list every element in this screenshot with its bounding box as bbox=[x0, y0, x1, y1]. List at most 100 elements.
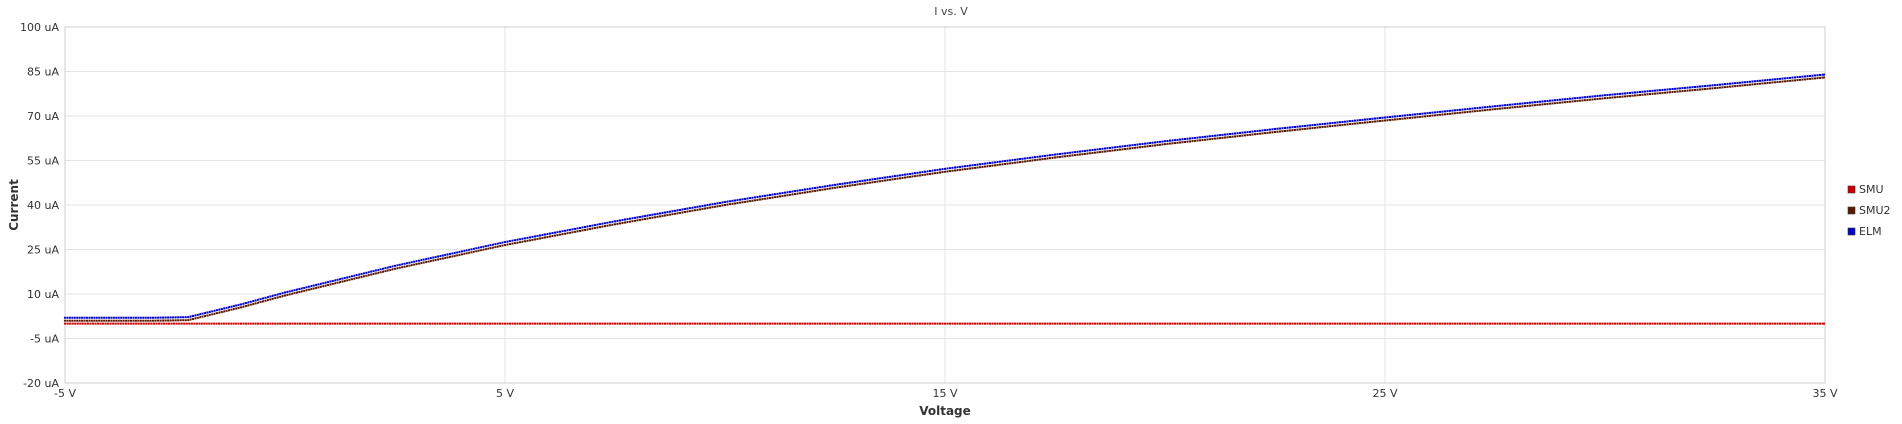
data-point bbox=[1738, 81, 1742, 85]
data-point bbox=[1138, 145, 1142, 149]
data-point bbox=[127, 319, 130, 323]
data-point bbox=[1703, 87, 1707, 91]
data-point bbox=[1173, 322, 1177, 326]
data-point bbox=[1338, 123, 1342, 127]
data-point bbox=[868, 178, 872, 182]
y-tick-label: -20 uA bbox=[23, 377, 59, 390]
data-point bbox=[1793, 78, 1797, 82]
data-point bbox=[234, 307, 238, 310]
data-point bbox=[1818, 322, 1822, 326]
data-point bbox=[378, 322, 382, 326]
data-point bbox=[1253, 129, 1257, 133]
data-point bbox=[633, 322, 637, 326]
data-point bbox=[583, 228, 587, 232]
data-point bbox=[99, 322, 102, 326]
data-point bbox=[1708, 322, 1712, 326]
data-point bbox=[1403, 322, 1407, 326]
data-point bbox=[1503, 103, 1507, 107]
y-tick-label: 55 uA bbox=[27, 155, 59, 168]
data-point bbox=[336, 278, 340, 282]
data-point bbox=[1118, 322, 1122, 326]
data-point bbox=[1688, 86, 1692, 89]
data-point bbox=[88, 316, 91, 320]
data-point bbox=[107, 319, 111, 323]
data-point bbox=[288, 322, 292, 326]
data-point bbox=[1503, 322, 1507, 326]
data-point bbox=[723, 322, 727, 326]
data-point bbox=[1568, 100, 1572, 104]
data-point bbox=[1238, 134, 1242, 138]
data-point bbox=[1078, 153, 1082, 156]
data-point bbox=[1393, 322, 1397, 326]
data-point bbox=[873, 322, 877, 326]
data-point bbox=[460, 252, 464, 256]
data-point bbox=[1168, 322, 1172, 326]
data-point bbox=[1323, 125, 1327, 129]
data-point bbox=[1168, 139, 1172, 143]
data-point bbox=[1703, 84, 1707, 88]
data-point bbox=[958, 168, 962, 172]
data-point bbox=[1778, 77, 1782, 81]
data-point bbox=[1268, 128, 1272, 132]
data-point bbox=[141, 316, 145, 320]
data-point bbox=[1413, 322, 1417, 326]
data-point bbox=[953, 166, 957, 169]
data-point bbox=[693, 205, 697, 209]
data-point bbox=[1163, 322, 1167, 326]
data-point bbox=[713, 322, 717, 326]
data-point bbox=[1353, 119, 1357, 123]
data-point bbox=[533, 235, 537, 238]
data-point bbox=[302, 286, 306, 290]
data-point bbox=[573, 230, 577, 234]
data-point bbox=[1673, 87, 1677, 91]
data-point bbox=[1688, 322, 1692, 326]
data-point bbox=[229, 305, 233, 309]
data-point bbox=[1338, 322, 1342, 326]
data-point bbox=[1113, 145, 1117, 149]
data-point bbox=[673, 212, 677, 216]
data-point bbox=[1183, 137, 1187, 141]
data-point bbox=[1513, 322, 1517, 326]
data-point bbox=[1028, 159, 1032, 163]
data-point bbox=[993, 322, 997, 326]
data-point bbox=[1273, 130, 1277, 134]
data-point bbox=[264, 296, 267, 300]
data-point bbox=[249, 300, 253, 304]
data-point bbox=[778, 194, 782, 198]
data-point bbox=[413, 322, 417, 326]
data-point bbox=[888, 322, 892, 326]
data-point bbox=[1188, 140, 1192, 143]
data-point bbox=[1293, 125, 1297, 129]
data-point bbox=[523, 239, 527, 243]
data-point bbox=[273, 296, 277, 300]
data-point bbox=[1193, 136, 1197, 140]
data-point bbox=[1003, 159, 1007, 163]
data-point bbox=[658, 212, 662, 215]
data-point bbox=[166, 319, 170, 322]
data-point bbox=[1593, 97, 1597, 101]
data-point bbox=[350, 277, 354, 281]
data-point bbox=[460, 249, 464, 253]
data-point bbox=[1298, 125, 1302, 128]
data-point bbox=[973, 163, 977, 167]
data-point bbox=[1483, 322, 1487, 326]
data-point bbox=[1318, 122, 1322, 126]
data-point bbox=[1693, 85, 1697, 89]
data-point bbox=[688, 322, 692, 326]
data-point bbox=[893, 177, 897, 181]
data-point bbox=[828, 187, 832, 190]
data-point bbox=[908, 175, 912, 179]
data-point bbox=[283, 294, 287, 297]
data-point bbox=[813, 189, 817, 193]
data-point bbox=[953, 322, 957, 326]
data-point bbox=[1728, 82, 1732, 86]
x-axis-title: Voltage bbox=[919, 404, 971, 418]
data-point bbox=[268, 322, 272, 326]
data-point bbox=[693, 322, 697, 326]
data-point bbox=[278, 322, 282, 326]
data-point bbox=[1463, 107, 1467, 111]
data-point bbox=[498, 322, 502, 326]
data-point bbox=[1238, 322, 1242, 326]
y-tick-label: 85 uA bbox=[27, 66, 59, 79]
